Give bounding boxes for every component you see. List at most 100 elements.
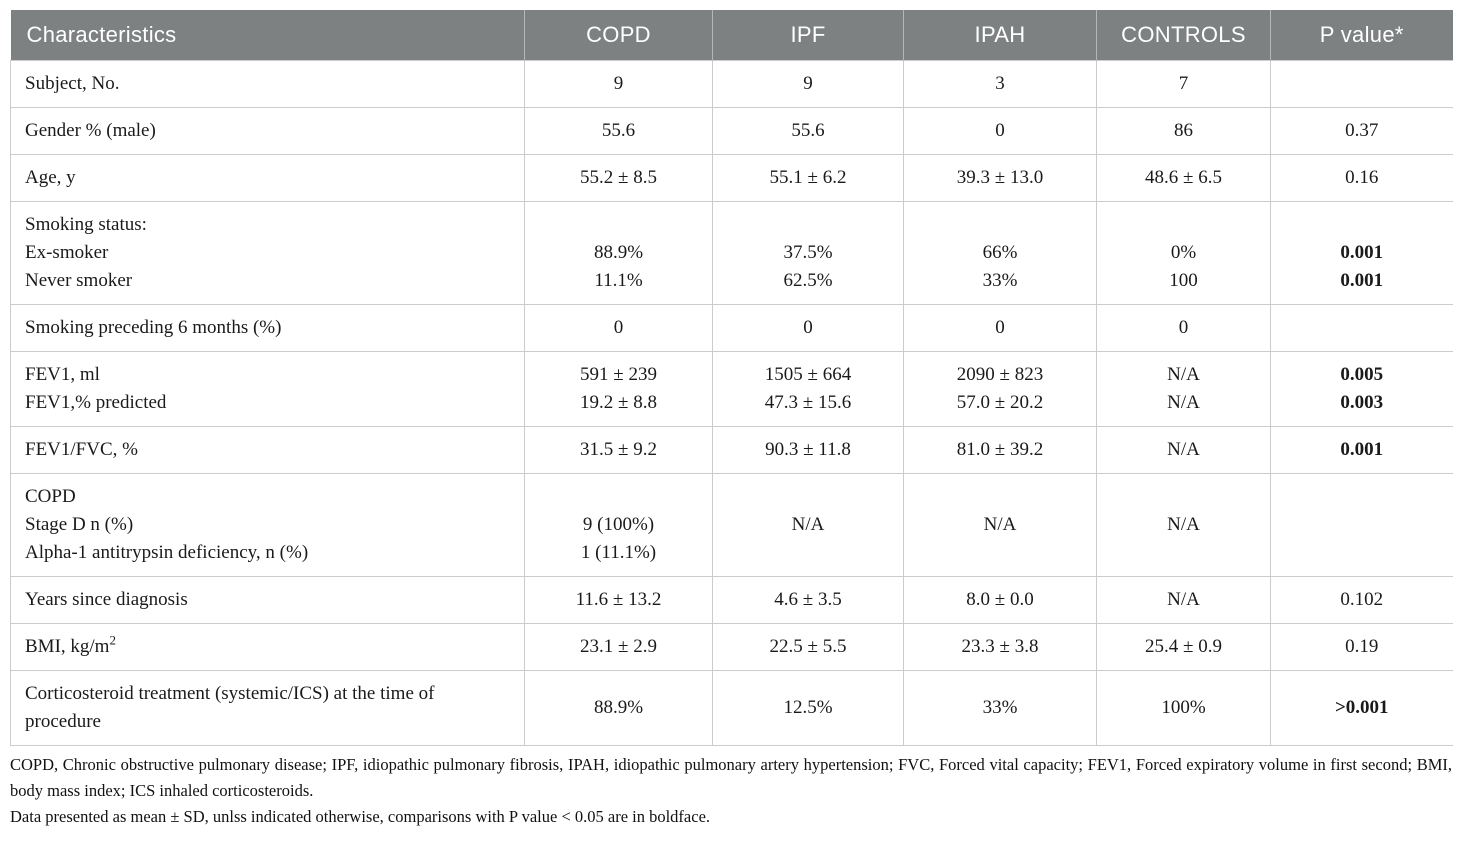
value-cell: N/A	[712, 473, 904, 577]
cell-line: N/A	[791, 514, 825, 535]
value-cell: 9 (100%) 1 (11.1%)	[524, 473, 713, 577]
cell-line: Age, y	[25, 167, 76, 188]
cell-line: Never smoker	[25, 270, 133, 291]
value-cell: 100%	[1096, 670, 1271, 746]
cell-line: Smoking status:	[25, 214, 147, 235]
cell-line: 0%	[1170, 242, 1197, 263]
row-label-cell: Age, y	[10, 154, 525, 202]
value-cell: 9	[524, 60, 713, 108]
cell-line: 48.6 ± 6.5	[1145, 167, 1222, 188]
row-label-cell: BMI, kg/m2	[10, 623, 525, 671]
cell-line	[533, 211, 704, 239]
cell-line: 66%	[982, 242, 1018, 263]
table-row: Smoking status: Ex-smoker Never smoker 88.…	[10, 201, 1453, 305]
value-cell: 33%	[903, 670, 1097, 746]
cell-line: 11.1%	[594, 270, 643, 291]
table-footnotes: COPD, Chronic obstructive pulmonary dise…	[10, 752, 1452, 830]
value-cell: 0	[903, 304, 1097, 352]
value-cell: 81.0 ± 39.2	[903, 426, 1097, 474]
cell-line: 55.6	[791, 120, 825, 141]
cell-line: 22.5 ± 5.5	[769, 636, 847, 657]
cell-line: 57.0 ± 20.2	[956, 392, 1044, 413]
value-cell: >0.001	[1270, 670, 1453, 746]
cell-line: 0	[995, 120, 1005, 141]
footnote-data-note: Data presented as mean ± SD, unlss indic…	[10, 807, 711, 826]
cell-line: 11.6 ± 13.2	[575, 589, 662, 610]
cell-line: 0.16	[1345, 167, 1379, 188]
value-cell: 0.005 0.003	[1270, 351, 1453, 427]
value-cell	[1270, 60, 1453, 108]
row-label-cell: FEV1, ml FEV1,% predicted	[10, 351, 525, 427]
cell-line: 0.005	[1340, 364, 1384, 385]
cell-line: Stage D n (%)	[25, 514, 134, 535]
cell-line: 100%	[1161, 697, 1206, 718]
cell-line: Alpha-1 antitrypsin deficiency, n (%)	[25, 542, 309, 563]
cell-line: N/A	[1167, 514, 1200, 535]
value-cell: 0% 100	[1096, 201, 1271, 305]
footnote-abbreviations: COPD, Chronic obstructive pulmonary dise…	[10, 755, 1452, 800]
header-cell-p-value: P value*	[1270, 10, 1453, 61]
cell-line: N/A	[1167, 439, 1200, 460]
cell-line: 8.0 ± 0.0	[966, 589, 1034, 610]
header-cell-ipah: IPAH	[903, 10, 1097, 61]
cell-line: 9 (100%)	[582, 514, 655, 535]
value-cell: 37.5% 62.5%	[712, 201, 904, 305]
header-cell-ipf: IPF	[712, 10, 904, 61]
value-cell: N/A	[1096, 426, 1271, 474]
cell-line	[1279, 70, 1445, 98]
value-cell: 0	[524, 304, 713, 352]
value-cell: 0.37	[1270, 107, 1453, 155]
cell-line: N/A	[1167, 392, 1200, 413]
table-row: COPD Stage D n (%) Alpha-1 antitrypsin def…	[10, 473, 1453, 577]
table-row: Age, y 55.2 ± 8.5 55.1 ± 6.2 39.3 ± 13.0 48.…	[10, 154, 1453, 202]
value-cell: 55.6	[712, 107, 904, 155]
cell-line: 591 ± 239	[580, 364, 657, 385]
cell-line: Ex-smoker	[25, 242, 109, 263]
header-cell-controls: CONTROLS	[1096, 10, 1271, 61]
cell-line: 1 (11.1%)	[580, 542, 657, 563]
cell-line	[1279, 314, 1445, 342]
value-cell: N/A	[903, 473, 1097, 577]
cell-line: 0.001	[1340, 270, 1384, 291]
table-body: Subject, No. 9 9 3 7 Gender % (male) 55.6 55.6…	[10, 60, 1453, 746]
row-label-cell: Smoking status: Ex-smoker Never smoker	[10, 201, 525, 305]
cell-line: 0.001	[1340, 439, 1384, 460]
cell-line: 55.2 ± 8.5	[580, 167, 657, 188]
cell-line: FEV1,% predicted	[25, 392, 167, 413]
value-cell: 11.6 ± 13.2	[524, 576, 713, 624]
cell-line: Corticosteroid treatment (systemic/ICS) …	[25, 683, 435, 732]
cell-line: 25.4 ± 0.9	[1145, 636, 1222, 657]
value-cell: N/A N/A	[1096, 351, 1271, 427]
cell-line: 23.3 ± 3.8	[961, 636, 1039, 657]
cell-line: 81.0 ± 39.2	[956, 439, 1044, 460]
row-label-cell: COPD Stage D n (%) Alpha-1 antitrypsin def…	[10, 473, 525, 577]
row-label-cell: Corticosteroid treatment (systemic/ICS) …	[10, 670, 525, 746]
value-cell: 39.3 ± 13.0	[903, 154, 1097, 202]
cell-line: 0.001	[1340, 242, 1384, 263]
value-cell: 55.1 ± 6.2	[712, 154, 904, 202]
value-cell: 3	[903, 60, 1097, 108]
value-cell: 0.001	[1270, 426, 1453, 474]
cell-line: 62.5%	[783, 270, 833, 291]
value-cell: 0	[712, 304, 904, 352]
cell-line: 0.102	[1340, 589, 1384, 610]
value-cell: 1505 ± 664 47.3 ± 15.6	[712, 351, 904, 427]
cell-line: 0.003	[1340, 392, 1384, 413]
value-cell: 66% 33%	[903, 201, 1097, 305]
superscript: 2	[109, 632, 116, 648]
cell-line: 12.5%	[783, 697, 833, 718]
cell-line: 33%	[982, 697, 1018, 718]
table-row: Subject, No. 9 9 3 7	[10, 60, 1453, 108]
value-cell	[1270, 304, 1453, 352]
cell-line: 86	[1174, 120, 1193, 141]
value-cell: 23.1 ± 2.9	[524, 623, 713, 671]
cell-line: 31.5 ± 9.2	[580, 439, 657, 460]
cell-line: 88.9%	[593, 242, 644, 263]
cell-line: 23.1 ± 2.9	[580, 636, 657, 657]
cell-line: Years since diagnosis	[25, 589, 188, 610]
value-cell: 0.19	[1270, 623, 1453, 671]
cell-line: FEV1/FVC, %	[25, 439, 138, 460]
cell-line: 47.3 ± 15.6	[764, 392, 852, 413]
table-row: Smoking preceding 6 months (%) 0 0 0 0	[10, 304, 1453, 352]
cell-line: N/A	[983, 514, 1017, 535]
